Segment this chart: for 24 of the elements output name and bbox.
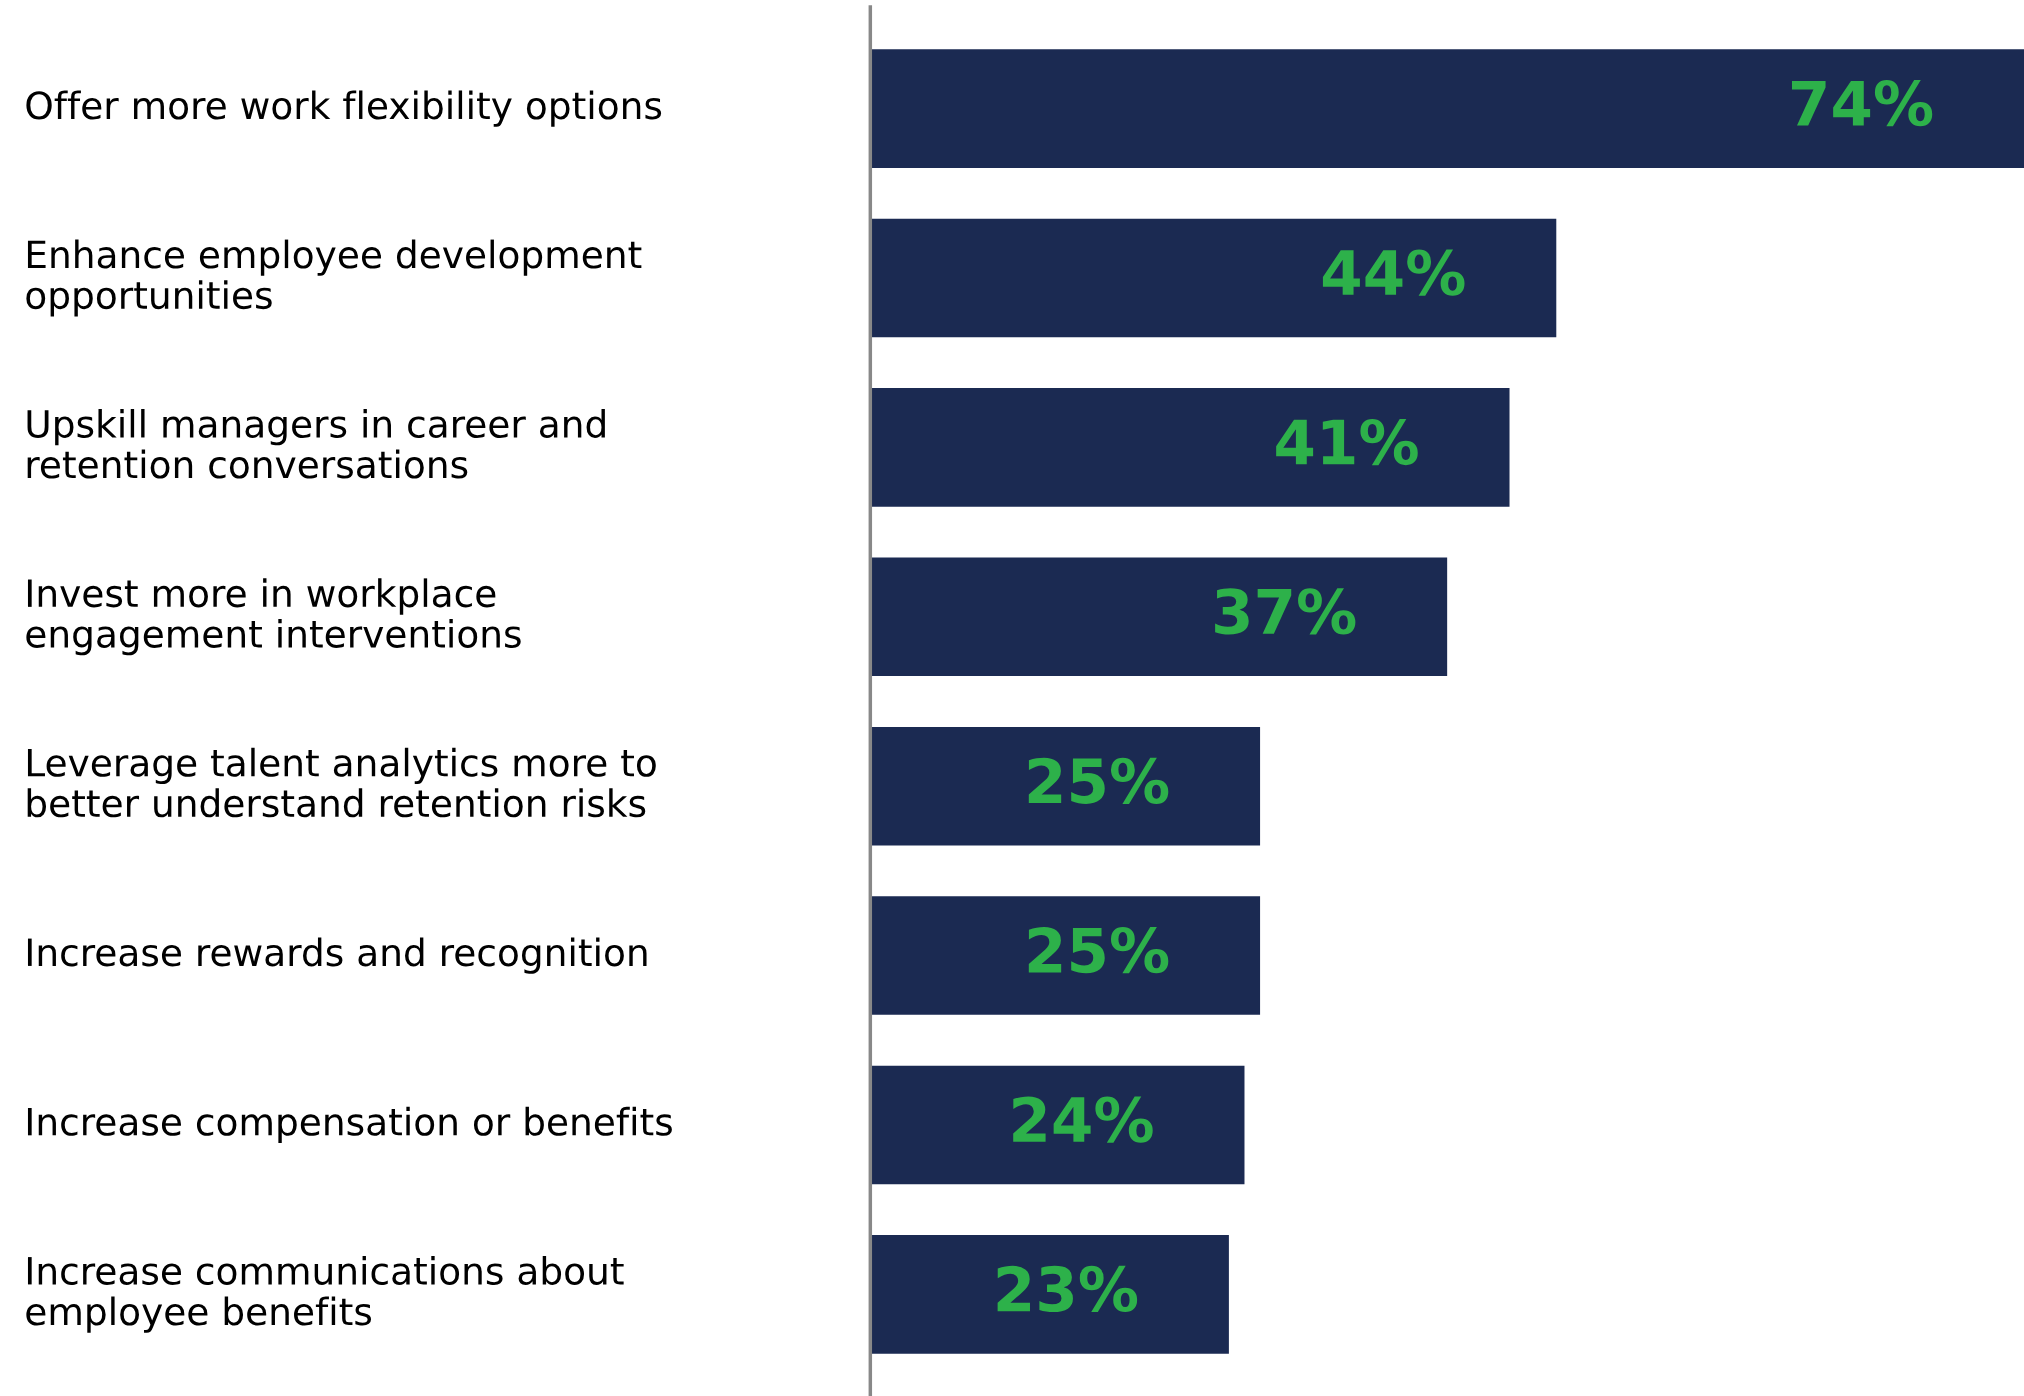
data-label: 44% xyxy=(1322,249,1465,296)
data-label: 41% xyxy=(1276,418,1418,466)
data-label: 25% xyxy=(1028,757,1169,804)
bar xyxy=(870,218,1557,338)
bar xyxy=(870,1235,1229,1354)
bar xyxy=(870,388,1510,507)
y-tick-label: Increase communications about employee benefits xyxy=(26,1255,624,1333)
y-tick-label: Offer more work flexibility options xyxy=(26,90,662,127)
y-tick-label: Enhance employee development opportunities xyxy=(26,239,642,317)
bar xyxy=(870,49,2024,168)
data-label: 37% xyxy=(1215,588,1356,635)
bar xyxy=(870,726,1261,846)
bar xyxy=(870,1065,1245,1185)
y-tick-label: Invest more in workplace engagement interventions xyxy=(26,578,521,656)
y-tick-label: Increase rewards and recognition xyxy=(27,937,647,974)
data-label: 74% xyxy=(1791,80,1933,127)
data-label: 25% xyxy=(1028,927,1169,974)
y-tick-label: Leverage talent analytics more to better understand retention risks xyxy=(27,747,656,818)
bar xyxy=(870,557,1448,677)
y-tick-label: Upskill managers in career and retention conversations xyxy=(27,408,605,479)
bar xyxy=(870,896,1261,1015)
y-tick-label: Increase compensation or benefits xyxy=(27,1106,672,1144)
data-label: 23% xyxy=(997,1265,1138,1313)
data-label: 24% xyxy=(1013,1096,1153,1143)
